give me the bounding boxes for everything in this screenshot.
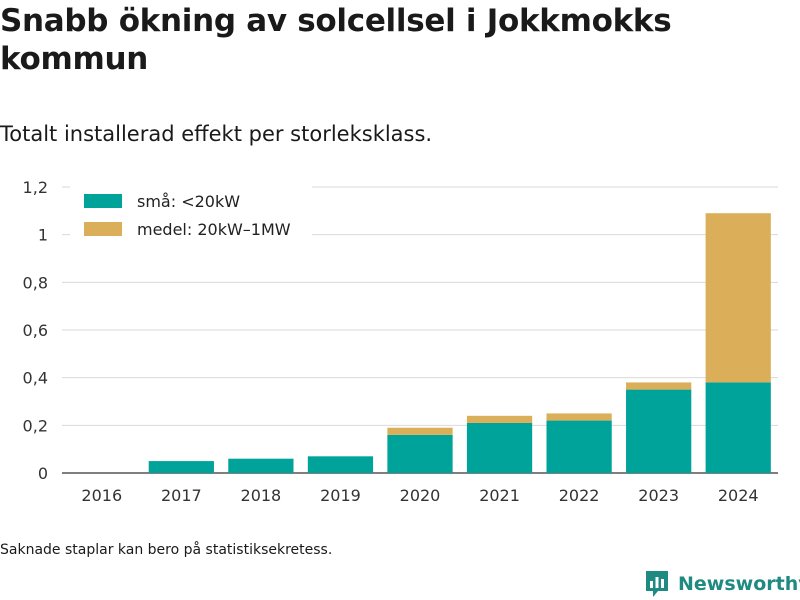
legend-label: medel: 20kW–1MW — [137, 220, 291, 239]
bar-medium-2021 — [466, 415, 533, 423]
x-tick-label: 2018 — [241, 486, 282, 505]
bar-small-2023 — [626, 389, 692, 473]
x-tick-label: 2020 — [400, 486, 441, 505]
x-tick-label: 2019 — [320, 486, 361, 505]
brand-name: Newsworthy — [678, 573, 800, 595]
x-tick-label: 2022 — [559, 486, 600, 505]
y-tick-label: 1 — [38, 226, 48, 245]
y-tick-label: 1,2 — [23, 178, 48, 197]
brand-logo: Newsworthy — [644, 568, 800, 600]
footnote: Saknade staplar kan bero på statistiksek… — [0, 542, 333, 558]
x-tick-label: 2016 — [81, 486, 122, 505]
bar-small-2019 — [307, 456, 374, 473]
x-tick-label: 2021 — [479, 486, 520, 505]
bars — [148, 213, 771, 473]
x-tick-label: 2017 — [161, 486, 202, 505]
stacked-bar-chart: 00,20,40,60,811,2 2016 2017 2018 2019 2020 20… — [23, 178, 778, 505]
chart-title: Snabb ökning av solcellsel i Jokkmokks k… — [0, 3, 672, 77]
x-tick-label: 2024 — [718, 486, 759, 505]
legend-label: små: <20kW — [137, 192, 240, 211]
x-axis-ticks: 2016 2017 2018 2019 2020 2021 2022 2023 2024 — [81, 486, 758, 505]
bar-small-2024 — [705, 382, 771, 473]
bar-medium-2024 — [705, 213, 771, 383]
y-tick-label: 0 — [38, 464, 48, 483]
bar-small-2020 — [387, 434, 453, 473]
chart-subtitle: Totalt installerad effekt per storlekskl… — [0, 122, 433, 146]
legend-swatch — [84, 194, 122, 208]
y-tick-label: 0,4 — [23, 369, 48, 388]
bar-small-2017 — [148, 461, 214, 473]
x-tick-label: 2023 — [638, 486, 679, 505]
y-tick-label: 0,8 — [23, 273, 48, 292]
y-tick-label: 0,2 — [23, 416, 48, 435]
bar-chart-icon — [646, 571, 668, 597]
y-tick-label: 0,6 — [23, 321, 48, 340]
bar-small-2021 — [466, 422, 533, 473]
bar-small-2022 — [546, 420, 612, 473]
bar-medium-2023 — [626, 382, 692, 390]
legend: små: <20kW medel: 20kW–1MW — [70, 182, 312, 246]
bar-medium-2020 — [387, 427, 453, 435]
y-axis-ticks: 0 0,2 0,4 0,6 0,8 1 1,2 — [23, 178, 48, 483]
legend-swatch — [84, 222, 122, 236]
bar-medium-2022 — [546, 413, 612, 421]
bar-small-2018 — [228, 458, 294, 473]
